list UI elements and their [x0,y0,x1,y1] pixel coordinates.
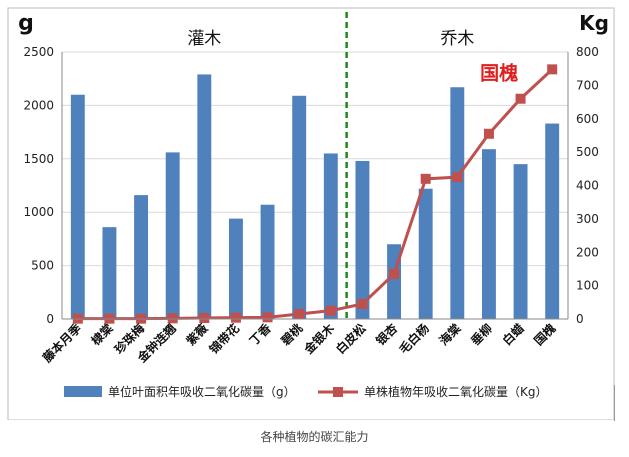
left-tick-label: 500 [31,259,54,273]
right-tick-label: 200 [576,245,599,259]
category-label: 锦带花 [206,321,242,357]
category-label: 金银木 [300,320,337,357]
category-label: 藤本月季 [39,320,85,366]
category-label: 碧桃 [277,321,305,349]
carbon-sink-chart: 0 500 1000 1500 2000 2500 0 100 200 300 400 500 600 7… [7,7,615,420]
category-label: 紫薇 [183,321,211,349]
category-label: 国槐 [531,321,559,349]
right-tick-label: 800 [576,45,599,59]
category-label: 毛白杨 [396,321,432,357]
line-point [230,312,241,323]
bar [513,164,528,319]
category-label: 棣棠 [88,320,116,348]
category-label: 海棠 [436,320,464,348]
category-label: 银杏 [373,321,401,349]
line-point [420,173,431,184]
bar [418,188,433,319]
line-point [262,312,273,323]
line-point [452,172,463,183]
bar [323,153,338,319]
legend-line-label: 单株植物年吸收二氧化碳量（Kg） [364,384,548,399]
category-label: 白皮松 [332,321,368,357]
frame-edge [614,385,615,421]
line-point [357,298,368,309]
chart-labels: 0 500 1000 1500 2000 2500 0 100 200 300 400 500 600 7… [18,11,609,366]
right-tick-label: 600 [576,112,599,126]
bar [450,87,465,319]
line-point [294,308,305,319]
bar [228,218,243,319]
bar [545,123,560,319]
group-label: 乔木 [440,29,474,49]
line-point [167,313,178,324]
group-label: 灌木 [187,29,221,49]
line-point [547,64,558,75]
category-label: 白蜡 [499,321,527,349]
legend: 单位叶面积年吸收二氧化碳量（g） 单株植物年吸收二氧化碳量（Kg） [64,384,548,399]
chart-annotation: 国槐 [480,61,518,84]
line-point [325,305,336,316]
legend-line-marker [333,387,343,397]
line-point [199,312,210,323]
chart-frame [7,7,615,420]
right-tick-label: 500 [576,145,599,159]
bar [134,195,149,319]
category-label: 丁香 [246,321,274,349]
line-series-path [77,68,554,321]
figure-caption: 各种植物的碳汇能力 [260,430,369,444]
right-tick-label: 300 [576,212,599,226]
bar [355,160,370,319]
line-point [483,128,494,139]
bar [70,94,85,319]
bar-series [70,74,560,320]
left-tick-label: 0 [46,312,54,326]
left-tick-label: 1500 [23,152,54,166]
bar [481,149,496,319]
right-tick-label: 400 [576,179,599,193]
left-tick-label: 1000 [23,205,54,219]
bar [197,74,212,319]
right-tick-label: 0 [576,312,584,326]
left-tick-label: 2500 [23,45,54,59]
bar [102,227,117,319]
axes [7,7,615,420]
bar [165,152,180,319]
line-point [389,268,400,279]
bar [292,95,307,320]
bar [260,204,275,319]
right-tick-label: 700 [576,78,599,92]
right-axis-unit: Kg [579,11,609,35]
legend-bar-label: 单位叶面积年吸收二氧化碳量（g） [108,384,296,399]
line-point [515,93,526,104]
legend-bar-swatch [64,386,102,397]
right-tick-label: 100 [576,279,599,293]
left-axis-unit: g [18,11,34,36]
category-label: 垂柳 [467,321,495,349]
left-tick-label: 2000 [23,98,54,112]
